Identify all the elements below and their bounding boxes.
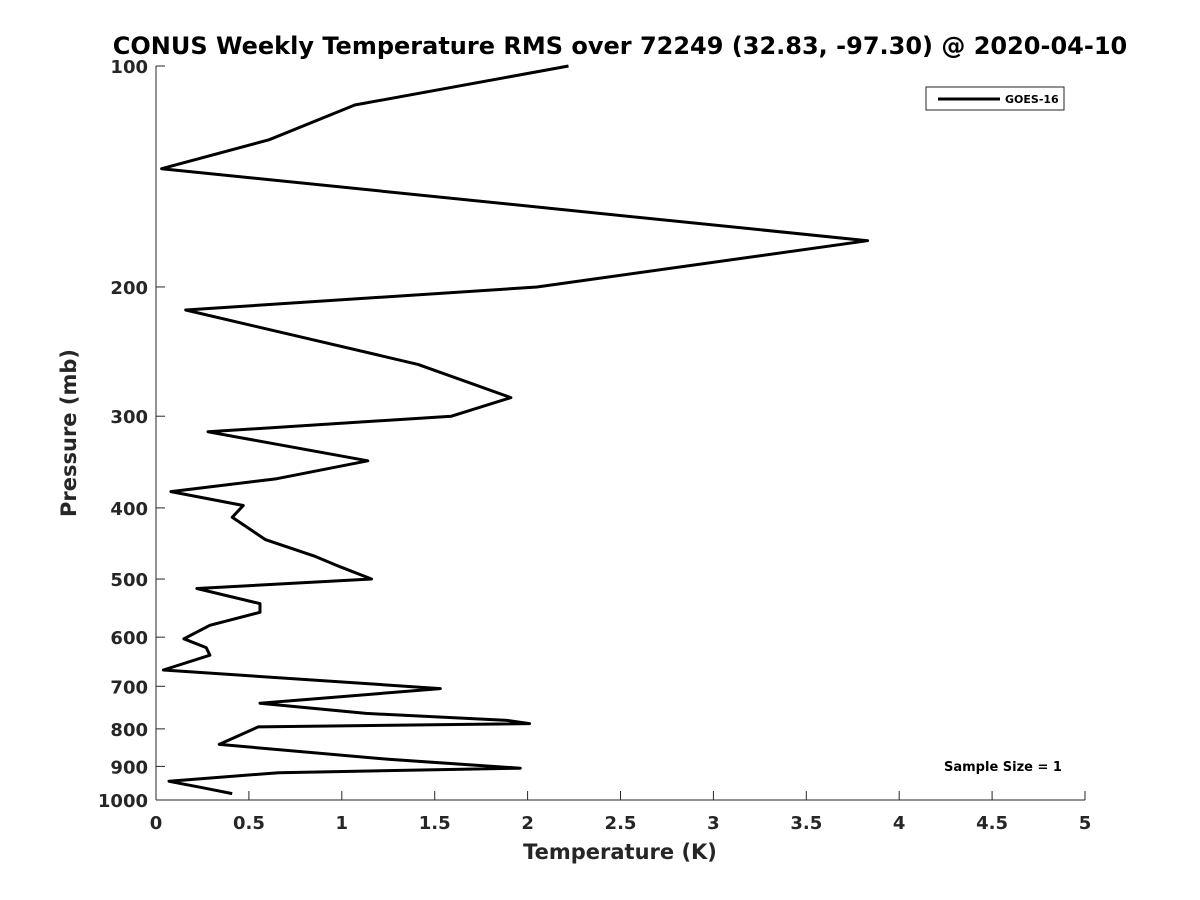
x-tick-label: 4 [893, 813, 906, 834]
x-tick-label: 3 [707, 813, 720, 834]
y-tick-label: 600 [110, 628, 148, 649]
y-tick-label: 700 [110, 677, 148, 698]
x-axis-label: Temperature (K) [523, 840, 717, 864]
y-tick-label: 100 [110, 57, 148, 78]
y-tick-label: 800 [110, 720, 148, 741]
sample-size-annotation: Sample Size = 1 [944, 760, 1062, 775]
legend: GOES-16 [925, 86, 1065, 111]
series-line-goes-16 [160, 64, 870, 796]
x-tick-label: 2 [521, 813, 534, 834]
y-ticks: 100 200 300 400 500 600 700 800 900 1000 [98, 57, 165, 812]
x-tick-label: 2.5 [605, 813, 637, 834]
x-tick-label: 1 [336, 813, 349, 834]
y-tick-label: 400 [110, 499, 148, 520]
x-tick-label: 3.5 [790, 813, 822, 834]
chart-title: CONUS Weekly Temperature RMS over 72249 … [113, 32, 1127, 60]
y-tick-label: 1000 [98, 791, 148, 812]
y-tick-label: 300 [110, 407, 148, 428]
x-tick-label: 5 [1079, 813, 1092, 834]
x-tick-label: 0.5 [233, 813, 265, 834]
x-ticks: 0 0.5 1 1.5 2 2.5 3 3.5 4 4.5 5 [150, 791, 1092, 834]
x-tick-label: 0 [150, 813, 163, 834]
y-tick-label: 900 [110, 757, 148, 778]
y-axis-label: Pressure (mb) [57, 349, 81, 517]
y-tick-label: 500 [110, 570, 148, 591]
x-tick-label: 4.5 [976, 813, 1008, 834]
x-tick-label: 1.5 [419, 813, 451, 834]
y-tick-label: 200 [110, 278, 148, 299]
legend-entry-goes-16: GOES-16 [1005, 93, 1059, 106]
series-layer [160, 64, 870, 796]
